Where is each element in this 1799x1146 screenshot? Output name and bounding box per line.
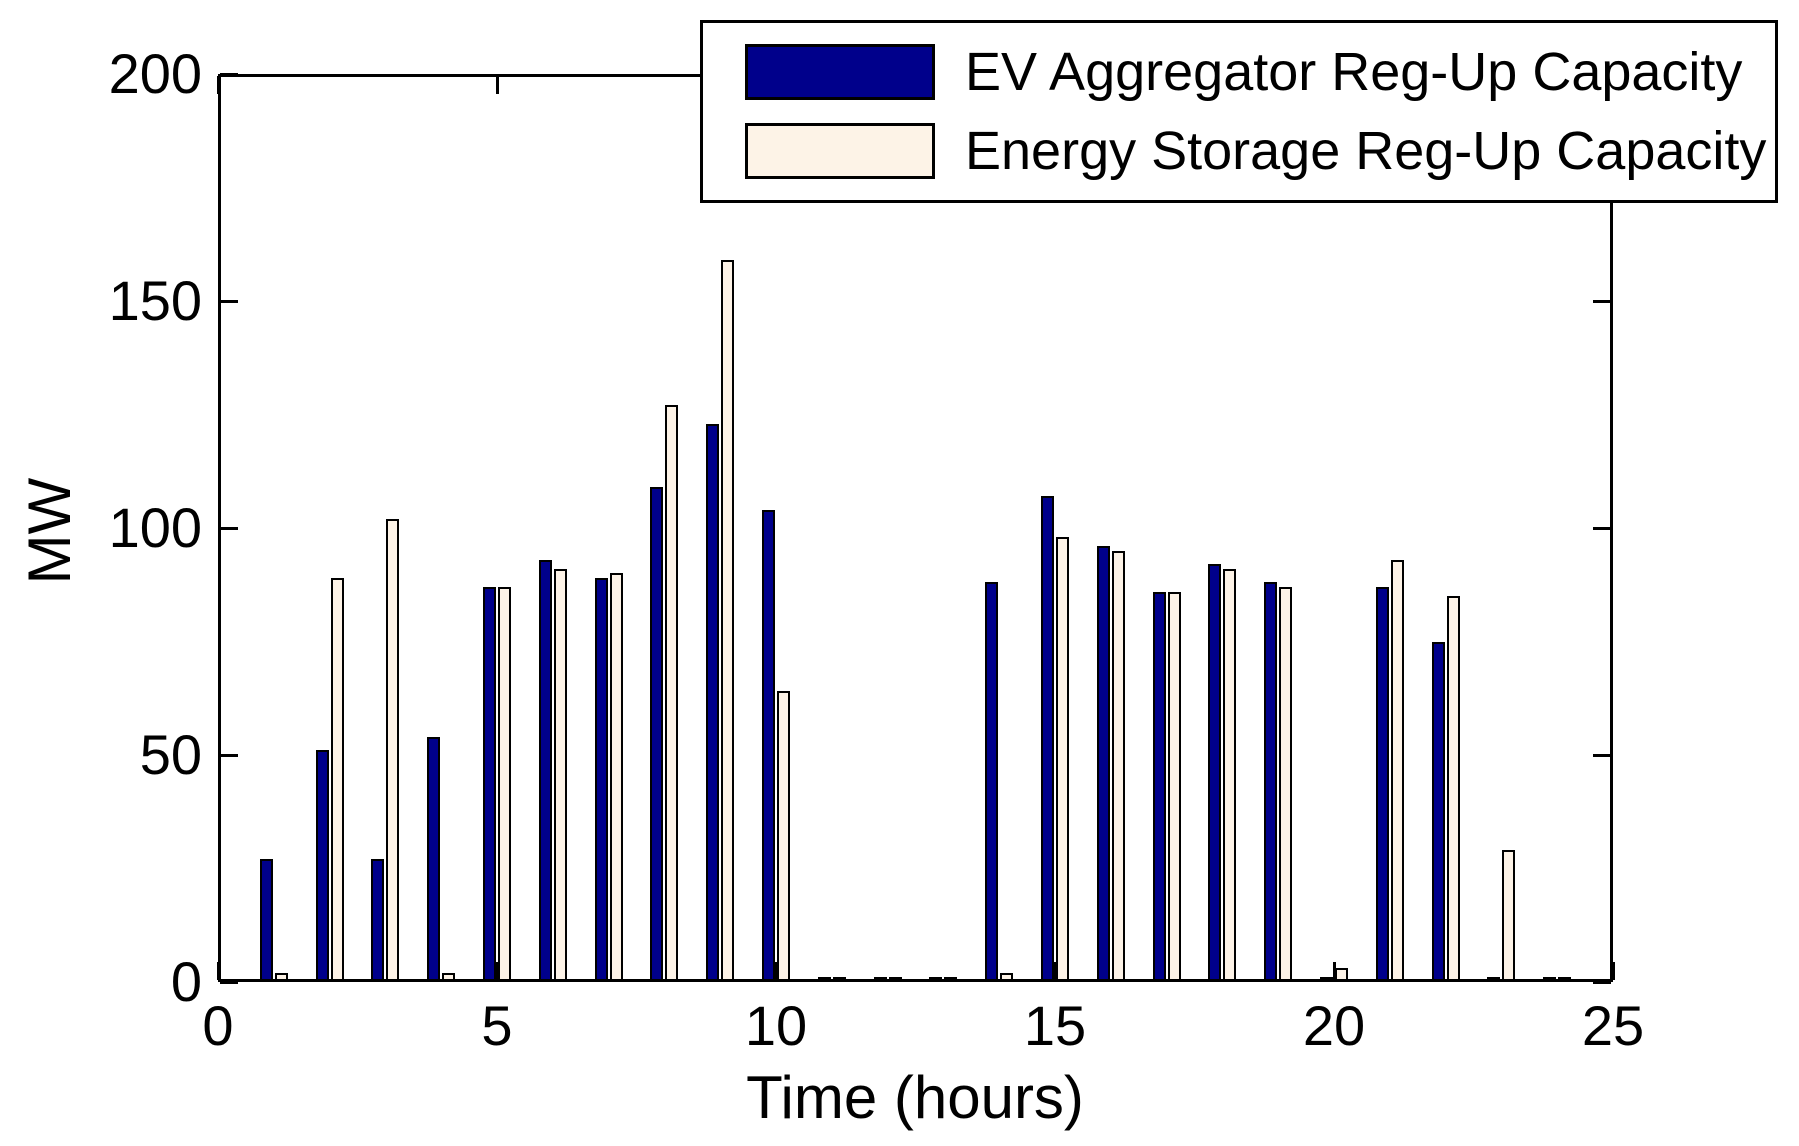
bar-hour-8-storage [665,405,679,982]
y-tick-right-0 [1593,980,1611,984]
y-tick-left-0 [220,980,238,984]
y-tick-left-100 [220,526,238,530]
legend-box: EV Aggregator Reg-Up Capacity Energy Sto… [700,20,1778,203]
bar-hour-4-ev [427,736,441,982]
x-tick-bottom-0 [216,962,220,980]
y-tick-label-150: 150 [108,269,202,332]
bar-hour-8-ev [650,487,664,982]
bar-hour-1-ev [259,859,273,982]
bar-hour-1-storage [274,972,288,982]
bar-hour-23-storage [1502,850,1516,982]
legend-item-storage: Energy Storage Reg-Up Capacity [703,120,1775,182]
y-tick-right-150 [1593,299,1611,303]
y-tick-left-150 [220,299,238,303]
legend-item-ev: EV Aggregator Reg-Up Capacity [703,41,1775,103]
bar-hour-3-ev [371,859,385,982]
bar-hour-5-storage [498,587,511,982]
x-tick-bottom-10 [774,962,778,980]
x-tick-label-25: 25 [1581,994,1645,1057]
x-tick-top-5 [495,76,499,94]
x-tick-bottom-20 [1332,962,1336,980]
bar-hour-4-storage [442,972,456,982]
bar-hour-18-storage [1223,568,1237,982]
bar-hour-13-storage [944,977,958,982]
x-tick-bottom-5 [495,962,499,980]
bar-hour-2-storage [330,577,344,982]
y-tick-label-50: 50 [139,723,202,786]
bar-hour-16-storage [1111,550,1125,982]
x-tick-bottom-25 [1611,962,1615,980]
y-tick-right-100 [1593,526,1611,530]
bar-hour-7-ev [594,577,608,982]
plot-area [216,72,1615,984]
bar-hour-24-ev [1543,977,1557,982]
legend-swatch-ev-icon [745,43,935,100]
bar-hour-11-ev [817,977,831,982]
bar-hour-14-storage [1000,972,1014,982]
bar-hour-13-ev [929,977,943,982]
bar-hour-6-ev [538,559,552,982]
bar-hour-21-storage [1390,559,1404,982]
y-tick-left-200 [220,72,238,76]
bar-hour-7-storage [609,573,623,982]
bar-hour-15-ev [1041,496,1054,982]
bar-hour-9-storage [721,260,735,982]
bar-hour-15-storage [1056,537,1069,982]
bar-hour-6-storage [553,568,567,982]
x-tick-label-5: 5 [481,994,513,1057]
bar-hour-17-storage [1167,591,1181,982]
x-axis-label: Time (hours) [746,1064,1084,1131]
bar-hour-16-ev [1096,546,1110,982]
bar-hour-10-storage [777,691,790,982]
bar-hour-19-ev [1264,582,1278,982]
bar-hour-2-ev [315,750,329,982]
bar-hour-21-ev [1375,587,1389,982]
bar-hour-23-ev [1487,977,1501,982]
x-tick-top-0 [216,76,220,94]
x-tick-bottom-15 [1053,962,1057,980]
bar-hour-10-ev [762,509,775,982]
y-tick-label-100: 100 [108,496,202,559]
bar-hour-22-ev [1431,641,1445,982]
x-tick-label-0: 0 [202,994,234,1057]
y-tick-label-0: 0 [170,950,202,1013]
bar-hour-20-storage [1335,968,1348,982]
bar-hour-18-ev [1208,564,1222,982]
y-tick-left-50 [220,753,238,757]
bar-hour-17-ev [1152,591,1166,982]
legend-swatch-storage-icon [745,123,935,180]
bar-hour-3-storage [386,518,400,982]
y-tick-right-50 [1593,753,1611,757]
bar-hour-20-ev [1320,977,1333,982]
bar-hour-19-storage [1279,587,1293,982]
x-tick-label-10: 10 [744,994,808,1057]
bar-hour-22-storage [1446,596,1460,982]
bar-hour-24-storage [1558,977,1572,982]
bar-hour-9-ev [706,423,720,982]
y-tick-label-200: 200 [108,42,202,105]
bar-hour-12-ev [873,977,887,982]
legend-label-ev: EV Aggregator Reg-Up Capacity [965,41,1743,102]
legend-label-storage: Energy Storage Reg-Up Capacity [965,121,1767,182]
x-tick-label-20: 20 [1302,994,1366,1057]
bar-hour-5-ev [483,587,496,982]
bar-hour-11-storage [832,977,846,982]
bar-hour-12-storage [888,977,902,982]
x-tick-label-15: 15 [1023,994,1087,1057]
bar-hour-14-ev [985,582,999,982]
